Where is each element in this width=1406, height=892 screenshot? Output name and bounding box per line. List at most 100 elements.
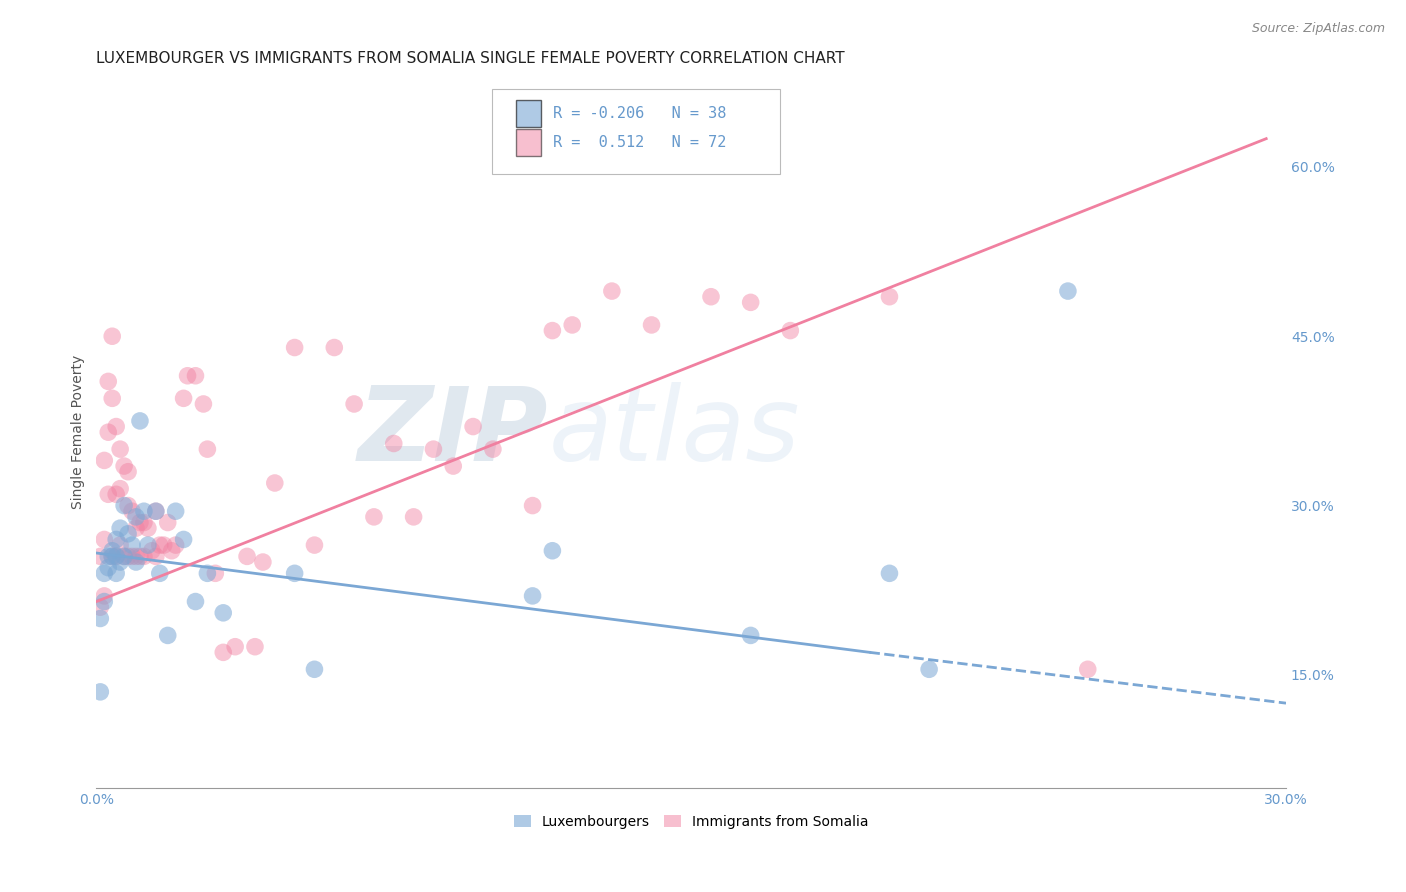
Point: [97, 375, 120, 389]
Point: [160, 543, 183, 558]
Point: [382, 436, 405, 450]
Point: [165, 504, 187, 518]
Point: [482, 442, 505, 457]
Point: [125, 521, 148, 535]
Point: [125, 555, 148, 569]
Point: [108, 538, 131, 552]
Point: [105, 487, 128, 501]
Point: [918, 662, 941, 676]
Point: [176, 368, 198, 383]
Point: [132, 504, 155, 518]
Point: [97, 560, 120, 574]
Point: [156, 628, 179, 642]
Point: [101, 549, 124, 564]
Point: [112, 499, 135, 513]
Point: [89, 685, 111, 699]
Point: [121, 504, 143, 518]
Point: [541, 324, 564, 338]
Point: [441, 458, 464, 473]
Point: [112, 549, 135, 564]
Point: [165, 538, 187, 552]
Point: [101, 392, 124, 406]
Point: [149, 538, 172, 552]
Y-axis label: Single Female Poverty: Single Female Poverty: [72, 355, 86, 509]
Point: [879, 290, 901, 304]
Point: [125, 549, 148, 564]
Point: [132, 549, 155, 564]
Point: [108, 442, 131, 457]
Point: [97, 425, 120, 440]
Point: [600, 284, 623, 298]
Point: [879, 566, 901, 581]
Point: [105, 549, 128, 564]
Point: [363, 509, 385, 524]
Point: [779, 324, 801, 338]
Text: ZIP: ZIP: [357, 382, 548, 483]
Point: [93, 533, 115, 547]
Point: [149, 566, 172, 581]
Point: [112, 549, 135, 564]
Point: [156, 516, 179, 530]
Point: [132, 516, 155, 530]
Point: [93, 589, 115, 603]
Point: [402, 509, 425, 524]
Text: R = -0.206   N = 38: R = -0.206 N = 38: [553, 106, 725, 120]
Point: [89, 600, 111, 615]
Point: [193, 397, 215, 411]
Point: [117, 499, 139, 513]
Point: [121, 538, 143, 552]
Point: [212, 606, 235, 620]
Point: [105, 419, 128, 434]
Point: [236, 549, 259, 564]
Point: [145, 504, 167, 518]
Point: [89, 549, 111, 564]
Point: [197, 442, 219, 457]
Point: [204, 566, 226, 581]
Point: [136, 538, 159, 552]
Point: [108, 482, 131, 496]
Point: [93, 566, 115, 581]
Point: [243, 640, 266, 654]
Point: [1057, 284, 1080, 298]
Point: [284, 341, 307, 355]
Point: [224, 640, 246, 654]
Point: [89, 611, 111, 625]
Point: [125, 509, 148, 524]
Point: [117, 526, 139, 541]
Point: [112, 458, 135, 473]
Point: [184, 368, 207, 383]
Point: [141, 543, 163, 558]
Point: [173, 533, 195, 547]
Legend: Luxembourgers, Immigrants from Somalia: Luxembourgers, Immigrants from Somalia: [509, 809, 873, 834]
Point: [263, 475, 285, 490]
Point: [117, 465, 139, 479]
Text: LUXEMBOURGER VS IMMIGRANTS FROM SOMALIA SINGLE FEMALE POVERTY CORRELATION CHART: LUXEMBOURGER VS IMMIGRANTS FROM SOMALIA …: [97, 51, 845, 66]
Text: atlas: atlas: [548, 382, 800, 483]
Point: [105, 549, 128, 564]
Point: [422, 442, 444, 457]
Point: [343, 397, 366, 411]
Point: [117, 549, 139, 564]
Point: [136, 521, 159, 535]
Point: [461, 419, 484, 434]
Point: [145, 549, 167, 564]
Point: [105, 566, 128, 581]
Point: [640, 318, 662, 332]
Point: [97, 549, 120, 564]
Text: Source: ZipAtlas.com: Source: ZipAtlas.com: [1251, 22, 1385, 36]
Point: [129, 549, 152, 564]
Point: [284, 566, 307, 581]
Point: [173, 392, 195, 406]
Point: [93, 594, 115, 608]
Point: [101, 549, 124, 564]
Point: [145, 504, 167, 518]
Point: [105, 533, 128, 547]
Point: [304, 662, 326, 676]
Point: [152, 538, 174, 552]
Point: [184, 594, 207, 608]
Point: [740, 295, 762, 310]
Point: [197, 566, 219, 581]
Point: [700, 290, 723, 304]
Point: [522, 499, 544, 513]
Point: [101, 329, 124, 343]
